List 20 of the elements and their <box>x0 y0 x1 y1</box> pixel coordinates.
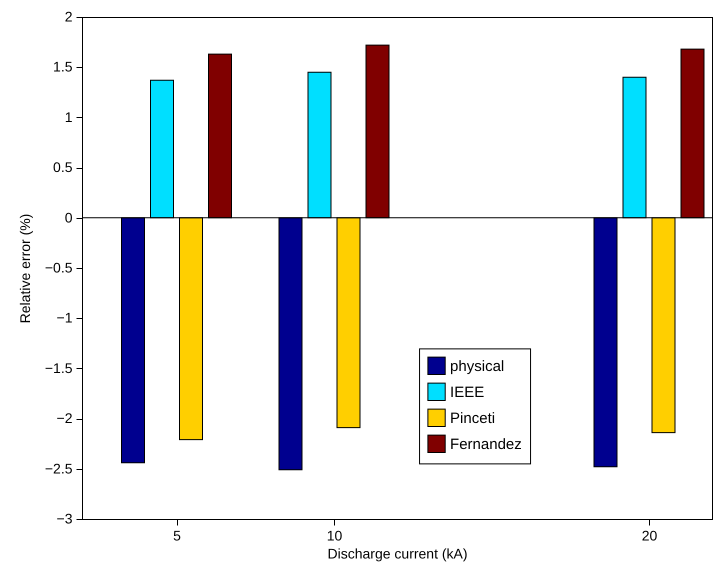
y-tick-label: −1 <box>56 310 73 326</box>
y-tick-label: −2 <box>56 410 73 426</box>
y-tick-label: −2.5 <box>44 460 73 476</box>
legend-label: physical <box>450 358 504 375</box>
x-tick-label: 10 <box>326 528 342 544</box>
y-axis-title: Relative error (%) <box>16 214 33 324</box>
y-tick-label: 1.5 <box>53 58 73 75</box>
y-tick-label: −1.5 <box>44 360 73 376</box>
y-tick-label: 1 <box>64 108 73 125</box>
y-tick-label: 0.5 <box>53 159 73 176</box>
y-tick-label: −0.5 <box>44 260 73 276</box>
legend-label: Pinceti <box>450 410 496 427</box>
y-tick-label: −3 <box>56 510 73 526</box>
legend-label: IEEE <box>450 384 484 401</box>
x-tick-label: 20 <box>642 528 658 544</box>
y-tick-label: 0 <box>64 209 73 226</box>
y-tick-label: 2 <box>64 8 73 24</box>
x-axis-title: Discharge current (kA) <box>327 546 468 562</box>
x-tick-label: 5 <box>173 528 182 544</box>
legend-label: Fernandez <box>450 436 522 453</box>
